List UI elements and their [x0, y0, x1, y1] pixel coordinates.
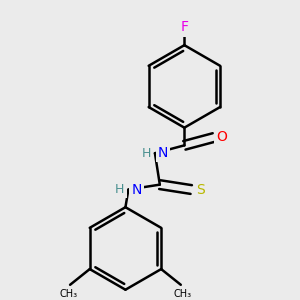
Text: N: N: [158, 146, 168, 160]
Text: F: F: [180, 20, 188, 34]
Text: CH₃: CH₃: [59, 289, 77, 299]
Text: H: H: [142, 147, 151, 160]
Text: CH₃: CH₃: [174, 289, 192, 299]
Text: H: H: [115, 183, 124, 196]
Text: O: O: [216, 130, 227, 145]
Text: N: N: [131, 182, 142, 197]
Text: S: S: [196, 182, 205, 197]
